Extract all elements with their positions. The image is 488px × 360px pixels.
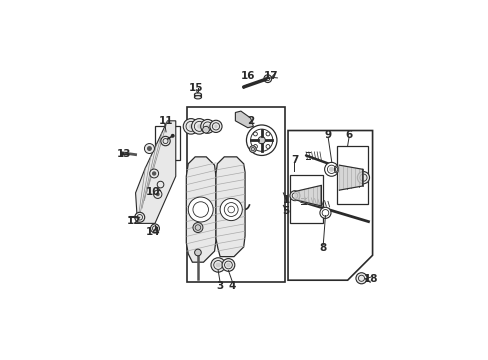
Circle shape [319, 207, 330, 219]
Circle shape [149, 169, 158, 178]
Text: 14: 14 [145, 227, 160, 237]
Circle shape [183, 118, 198, 134]
Circle shape [188, 197, 213, 222]
Circle shape [121, 153, 123, 156]
Circle shape [188, 124, 193, 129]
Text: 6: 6 [345, 130, 352, 140]
Polygon shape [339, 165, 362, 190]
Ellipse shape [334, 166, 338, 173]
Polygon shape [235, 111, 253, 128]
Ellipse shape [194, 96, 201, 99]
Text: 16: 16 [240, 72, 255, 81]
Circle shape [193, 222, 203, 233]
Circle shape [253, 132, 257, 136]
Circle shape [146, 146, 152, 151]
Circle shape [265, 132, 269, 136]
Circle shape [209, 120, 222, 132]
Text: 1: 1 [282, 195, 289, 205]
Circle shape [289, 191, 299, 201]
Circle shape [355, 273, 366, 284]
Text: 4: 4 [228, 281, 236, 291]
Polygon shape [135, 121, 175, 223]
Text: 13: 13 [117, 149, 131, 159]
Circle shape [204, 128, 207, 131]
Circle shape [171, 134, 174, 137]
Circle shape [235, 115, 240, 120]
Bar [336, 146, 367, 204]
Text: 10: 10 [145, 186, 160, 197]
Ellipse shape [194, 93, 201, 96]
Circle shape [135, 212, 144, 222]
Text: 17: 17 [264, 72, 278, 81]
Circle shape [243, 119, 247, 123]
Polygon shape [216, 157, 244, 257]
Circle shape [220, 198, 242, 221]
Polygon shape [186, 157, 216, 262]
Circle shape [324, 162, 338, 176]
Text: 9: 9 [324, 130, 331, 140]
Circle shape [191, 118, 207, 134]
Circle shape [258, 136, 265, 144]
Circle shape [249, 146, 256, 152]
Circle shape [152, 171, 156, 176]
Polygon shape [294, 185, 321, 206]
Circle shape [156, 192, 160, 196]
Text: 3: 3 [216, 281, 224, 291]
Circle shape [197, 124, 201, 129]
Circle shape [161, 136, 170, 146]
Circle shape [153, 190, 162, 198]
Circle shape [194, 249, 201, 256]
Bar [289, 175, 323, 223]
Text: 11: 11 [158, 116, 173, 126]
Bar [186, 107, 285, 282]
Circle shape [200, 120, 214, 133]
Circle shape [205, 125, 209, 128]
Circle shape [202, 126, 209, 133]
Bar [155, 126, 180, 159]
Circle shape [226, 263, 230, 267]
Circle shape [264, 75, 271, 82]
Circle shape [144, 144, 154, 153]
Circle shape [210, 258, 225, 272]
Text: 2: 2 [246, 116, 254, 126]
Text: 7: 7 [291, 155, 298, 165]
Text: 15: 15 [189, 82, 203, 93]
Text: 12: 12 [127, 216, 141, 226]
Circle shape [222, 258, 234, 271]
Text: 8: 8 [319, 243, 326, 253]
Circle shape [265, 145, 269, 148]
Text: 5: 5 [282, 206, 289, 216]
Circle shape [357, 172, 369, 184]
Circle shape [214, 125, 217, 128]
Circle shape [329, 167, 333, 171]
Circle shape [150, 224, 159, 233]
Circle shape [246, 125, 276, 156]
Circle shape [216, 263, 220, 267]
Circle shape [253, 145, 257, 148]
Text: 18: 18 [364, 274, 378, 284]
